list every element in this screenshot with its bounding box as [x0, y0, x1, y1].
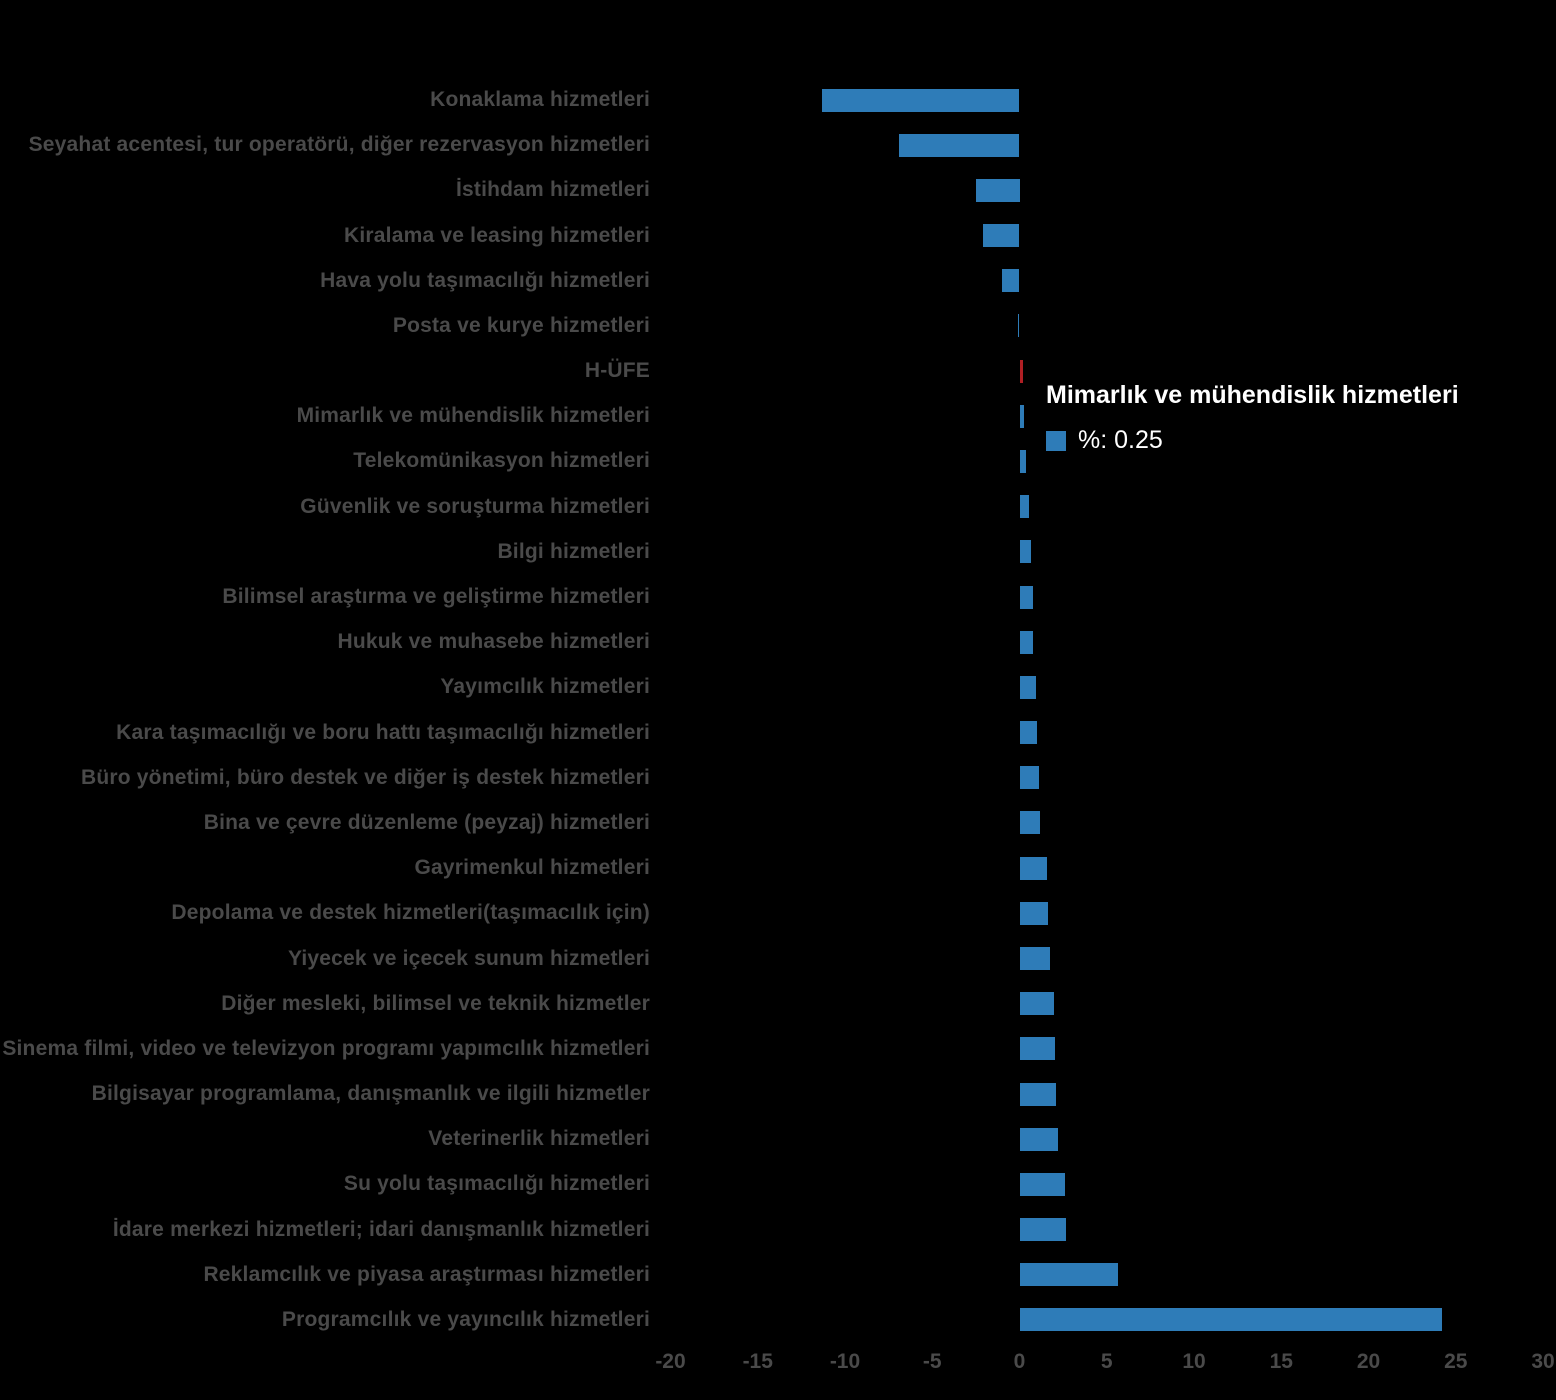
- x-axis-tick-label: 25: [1444, 1350, 1468, 1373]
- tooltip-title: Mimarlık ve mühendislik hizmetleri: [1046, 381, 1459, 409]
- bar[interactable]: [1019, 947, 1051, 970]
- tooltip-value-row: %: 0.25: [1046, 426, 1459, 455]
- bar[interactable]: [1019, 1172, 1065, 1196]
- bar[interactable]: [1019, 404, 1024, 428]
- category-label: Yayımcılık hizmetleri: [440, 675, 650, 699]
- x-axis-tick-label: -20: [655, 1350, 686, 1373]
- bar[interactable]: [899, 133, 1020, 157]
- bar[interactable]: [1019, 1263, 1119, 1287]
- x-axis-tick-label: -5: [922, 1350, 942, 1373]
- category-label: Sinema filmi, video ve televizyon progra…: [2, 1036, 650, 1060]
- category-label: İstihdam hizmetleri: [455, 178, 650, 202]
- category-label: İdare merkezi hizmetleri; idari danışman…: [112, 1217, 650, 1241]
- bar[interactable]: [1019, 766, 1039, 790]
- category-label: Bina ve çevre düzenleme (peyzaj) hizmetl…: [203, 810, 650, 834]
- category-label: Reklamcılık ve piyasa araştırması hizmet…: [203, 1262, 650, 1286]
- tooltip-series-swatch-icon: [1046, 430, 1066, 451]
- category-label: Programcılık ve yayıncılık hizmetleri: [281, 1307, 650, 1331]
- bar[interactable]: [1019, 495, 1030, 519]
- bar-h-ufe[interactable]: [1019, 359, 1023, 383]
- category-label: Gayrimenkul hizmetleri: [414, 856, 650, 880]
- tooltip-value: %: 0.25: [1078, 426, 1163, 454]
- bar[interactable]: [1019, 1037, 1056, 1061]
- category-label: Bilgi hizmetleri: [497, 539, 650, 563]
- bar[interactable]: [1019, 630, 1034, 654]
- x-axis-tick-label: 5: [1100, 1350, 1113, 1373]
- category-label: Mimarlık ve mühendislik hizmetleri: [296, 404, 650, 428]
- x-axis-tick-label: 30: [1531, 1350, 1555, 1373]
- category-label: Yiyecek ve içecek sunum hizmetleri: [287, 946, 650, 970]
- x-axis-tick-label: -10: [829, 1350, 861, 1373]
- category-label: Su yolu taşımacılığı hizmetleri: [343, 1172, 650, 1196]
- bar[interactable]: [1019, 856, 1048, 880]
- bar[interactable]: [982, 224, 1020, 248]
- category-label: Seyahat acentesi, tur operatörü, diğer r…: [28, 133, 650, 157]
- bar[interactable]: [1018, 314, 1020, 338]
- x-axis-tick-label: 15: [1269, 1350, 1293, 1373]
- bar[interactable]: [1019, 992, 1055, 1016]
- bar[interactable]: [1019, 721, 1037, 745]
- category-label: Kiralama ve leasing hizmetleri: [344, 223, 650, 247]
- x-axis-tick-label: 10: [1182, 1350, 1206, 1373]
- bar[interactable]: [1019, 1082, 1057, 1106]
- category-label: Bilimsel araştırma ve geliştirme hizmetl…: [222, 585, 650, 609]
- x-axis-tick-label: 0: [1013, 1350, 1026, 1373]
- category-label: Depolama ve destek hizmetleri(taşımacılı…: [171, 901, 650, 925]
- bar[interactable]: [1019, 1127, 1058, 1151]
- bar[interactable]: [1019, 449, 1026, 473]
- bar[interactable]: [1019, 901, 1049, 925]
- category-label: Konaklama hizmetleri: [430, 88, 650, 111]
- bar[interactable]: [1002, 269, 1020, 293]
- bar[interactable]: [1019, 1218, 1066, 1242]
- bar[interactable]: [1019, 811, 1040, 835]
- category-label: H-ÜFE: [584, 359, 650, 383]
- bar[interactable]: [975, 178, 1020, 202]
- bar[interactable]: [1019, 675, 1037, 699]
- bar[interactable]: [1019, 540, 1031, 564]
- chart-tooltip: Mimarlık ve mühendislik hizmetleri %: 0.…: [1046, 381, 1459, 455]
- bar[interactable]: [1019, 1308, 1442, 1332]
- x-axis-tick-label: -15: [742, 1350, 773, 1373]
- category-label: Veterinerlik hizmetleri: [428, 1127, 650, 1151]
- x-axis-tick-label: 20: [1356, 1350, 1381, 1373]
- category-label: Hava yolu taşımacılığı hizmetleri: [320, 268, 650, 292]
- category-label: Güvenlik ve soruşturma hizmetleri: [300, 494, 650, 518]
- bar[interactable]: [1019, 585, 1033, 609]
- category-label: Hukuk ve muhasebe hizmetleri: [337, 630, 650, 654]
- category-label: Diğer mesleki, bilimsel ve teknik hizmet…: [221, 991, 650, 1015]
- category-label: Büro yönetimi, büro destek ve diğer iş d…: [80, 765, 650, 789]
- category-label: Bilgisayar programlama, danışmanlık ve i…: [91, 1082, 650, 1106]
- category-label: Telekomünikasyon hizmetleri: [353, 449, 650, 473]
- category-label: Kara taşımacılığı ve boru hattı taşımacı…: [116, 720, 650, 744]
- category-label: Posta ve kurye hizmetleri: [392, 313, 650, 337]
- bar[interactable]: [822, 88, 1020, 112]
